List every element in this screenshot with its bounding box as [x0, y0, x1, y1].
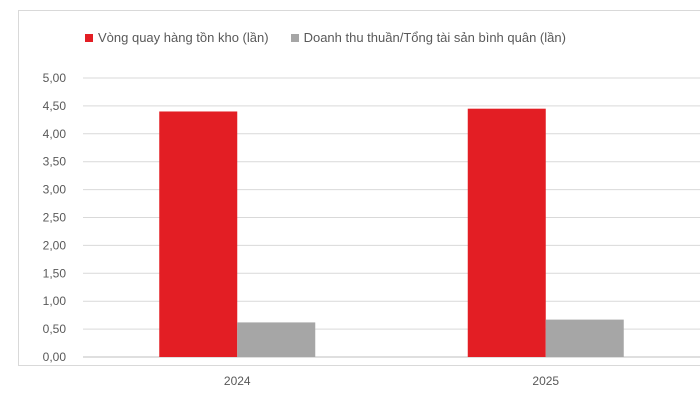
y-tick-label: 2,50: [43, 211, 67, 225]
legend-swatch-asset-turnover: [290, 33, 299, 42]
y-tick-label: 3,50: [43, 155, 67, 169]
legend-swatch-inventory-turnover: [85, 33, 93, 42]
chart-frame: [18, 10, 700, 366]
x-tick-label: 2024: [224, 374, 251, 388]
legend-item-asset-turnover: Doanh thu thuần/Tổng tài sản bình quân (…: [290, 30, 566, 45]
y-tick-label: 3,00: [43, 183, 67, 197]
y-tick-label: 5,00: [43, 71, 67, 85]
y-tick-label: 2,00: [43, 238, 67, 252]
x-tick-label: 2025: [532, 374, 559, 388]
y-tick-label: 4,00: [43, 127, 67, 141]
bar: [159, 111, 238, 357]
legend-item-inventory-turnover: Vòng quay hàng tồn kho (lần): [85, 30, 269, 45]
bar: [467, 108, 546, 357]
legend-label-asset-turnover: Doanh thu thuần/Tổng tài sản bình quân (…: [303, 30, 566, 45]
y-tick-label: 1,50: [43, 266, 67, 280]
legend-label-inventory-turnover: Vòng quay hàng tồn kho (lần): [98, 30, 269, 45]
bar: [545, 319, 624, 357]
chart-legend: Vòng quay hàng tồn kho (lần) Doanh thu t…: [85, 30, 566, 45]
bar: [237, 322, 316, 357]
y-tick-label: 0,50: [43, 322, 67, 336]
y-tick-label: 4,50: [43, 99, 67, 113]
y-tick-label: 0,00: [43, 350, 67, 364]
y-tick-label: 1,00: [43, 294, 67, 308]
